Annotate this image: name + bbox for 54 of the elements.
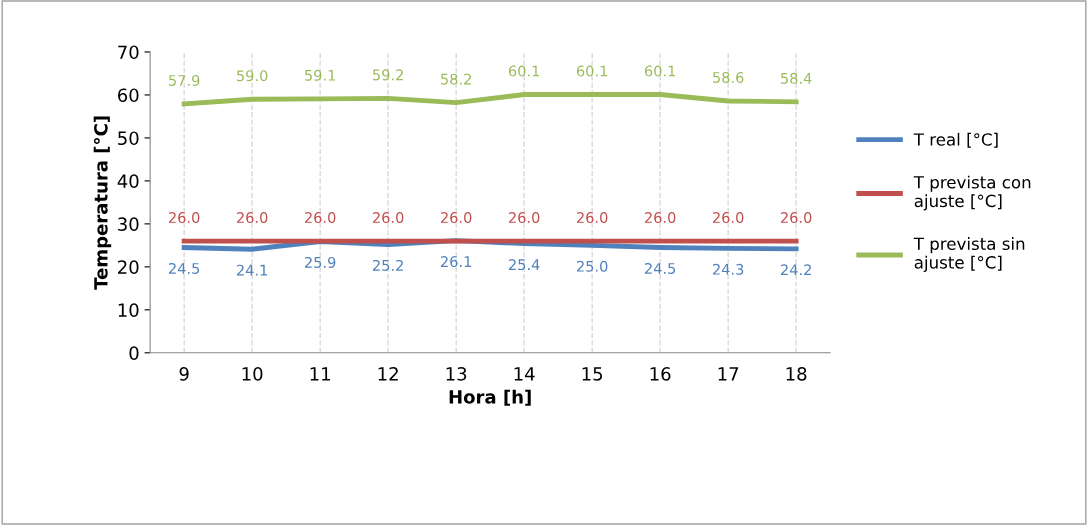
data-label: 24.5 [168,262,200,274]
data-label: 26.1 [440,256,472,268]
data-label: 26.0 [644,212,676,224]
data-label: 26.0 [712,212,744,224]
data-label: 26.0 [508,212,540,224]
x-tick-label: 10 [242,367,263,381]
data-label: 26.0 [372,212,404,224]
data-label: 24.2 [780,264,811,276]
legend-label: T prevista sin ajuste [°C] [913,237,1025,272]
data-label: 25.0 [576,260,608,272]
y-tick-label: 70 [118,45,139,60]
data-label: 57.9 [169,74,200,86]
data-label: 58.4 [781,72,812,84]
data-label: 58.6 [713,71,744,83]
y-tick-label: 20 [118,260,139,274]
x-tick-label: 14 [514,367,535,381]
y-tick-label: 10 [118,303,139,317]
legend-label: T prevista con ajuste [°C] [913,175,1031,211]
y-tick-label: 40 [117,174,139,189]
x-tick-label: 9 [179,367,189,381]
x-tick-label: 15 [582,367,603,381]
data-label: 26.0 [168,212,200,224]
data-label: 24.5 [644,262,676,274]
legend-label: T real [°C] [913,132,998,148]
y-tick-label: 0 [129,346,139,360]
x-tick-label: 13 [446,367,467,381]
data-label: 59.1 [305,69,336,81]
y-tick-label: 50 [118,131,139,146]
data-label: 60.1 [576,65,608,77]
x-tick-label: 17 [718,367,739,381]
data-label: 26.0 [780,212,812,224]
data-label: 26.0 [236,212,268,224]
x-tick-label: 16 [650,367,671,381]
data-label: 26.0 [304,212,336,224]
data-label: 25.2 [372,259,403,271]
data-label: 24.1 [236,264,268,276]
data-label: 25.4 [508,259,540,271]
data-label: 59.0 [237,70,268,82]
data-label: 25.9 [304,256,336,268]
data-label: 60.1 [508,65,540,77]
x-tick-label: 11 [310,367,330,381]
data-label: 26.0 [576,212,608,224]
data-label: 24.3 [712,263,744,275]
data-label: 58.2 [441,73,471,85]
x-axis-title: Hora [h] [449,389,531,406]
x-tick-label: 18 [786,367,807,381]
x-tick-label: 12 [378,367,398,381]
data-label: 59.2 [373,69,403,81]
data-label: 60.1 [644,65,676,77]
y-tick-label: 60 [118,88,139,103]
line-series [181,92,799,107]
y-tick-label: 30 [118,217,139,231]
data-label: 26.0 [440,212,472,224]
y-axis-title: Temperatura [°C] [93,116,112,290]
